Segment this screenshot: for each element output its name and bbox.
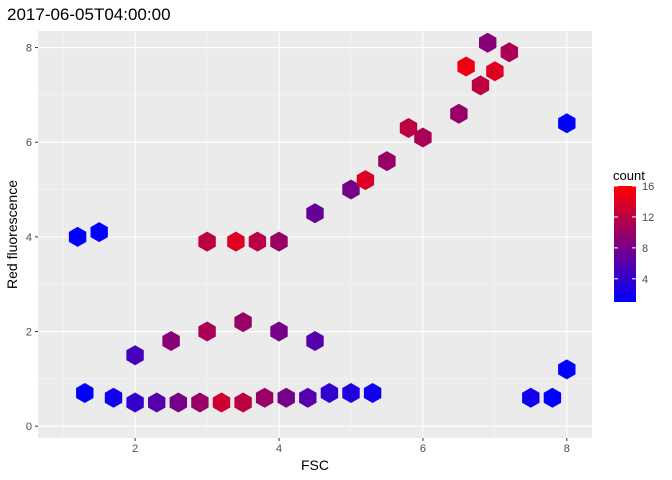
hex-bin <box>356 170 375 191</box>
x-axis-label: FSC <box>301 457 329 473</box>
hex-bin <box>378 151 396 172</box>
hex-bin <box>320 383 339 403</box>
legend-tick-label: 4 <box>642 274 648 286</box>
hex-bin <box>414 127 432 148</box>
hex-bin <box>558 113 576 134</box>
hex-bin <box>399 118 418 138</box>
hex-bin <box>363 383 382 403</box>
hex-bin <box>76 383 94 403</box>
hex-bin <box>198 231 216 252</box>
legend-ticks: 4 8 12 16 <box>614 181 654 286</box>
hex-bin <box>270 231 288 252</box>
hex-bin <box>277 387 295 408</box>
x-axis-ticks: 2 4 6 8 <box>132 438 570 455</box>
hex-bin <box>162 331 180 351</box>
legend-tick-label: 12 <box>642 212 654 224</box>
hex-bin <box>500 42 518 63</box>
y-tick-label: 6 <box>26 137 32 149</box>
hex-bin <box>198 321 216 342</box>
hex-bin <box>90 222 108 243</box>
legend-color-bar <box>614 186 636 302</box>
y-tick-label: 8 <box>26 43 32 55</box>
hex-bin <box>450 103 468 124</box>
hex-bin <box>299 387 317 408</box>
y-axis-label: Red fluorescence <box>4 180 20 289</box>
x-tick-label: 8 <box>564 443 570 455</box>
legend-tick-label: 16 <box>642 181 654 193</box>
hex-bin <box>306 203 324 224</box>
legend-tick-label: 8 <box>642 243 648 255</box>
x-tick-label: 2 <box>132 443 138 455</box>
x-tick-label: 6 <box>420 443 426 455</box>
hex-bin <box>234 312 252 333</box>
hex-bin <box>558 359 576 380</box>
hex-bin <box>68 226 87 247</box>
hex-bin <box>148 392 166 413</box>
hex-bin <box>457 56 475 77</box>
hex-bin <box>486 61 504 82</box>
y-tick-label: 2 <box>26 327 32 339</box>
hex-bin <box>270 321 288 342</box>
hex-bin <box>471 75 490 96</box>
hex-bin <box>306 331 324 351</box>
plot-panel <box>38 31 592 438</box>
chart-title: 2017-06-05T04:00:00 <box>7 5 171 24</box>
hex-bin <box>227 231 245 252</box>
hex-bin <box>342 179 360 200</box>
hex-bin <box>191 392 209 413</box>
hex-bin <box>479 32 497 53</box>
hex-bin <box>212 392 231 413</box>
hex-bin <box>342 383 360 403</box>
hex-bin <box>522 387 540 408</box>
hexbin-cells <box>68 32 576 413</box>
legend-title: count <box>613 168 645 183</box>
legend: count 4 8 12 16 <box>613 168 654 302</box>
x-tick-label: 4 <box>276 443 282 455</box>
y-axis-ticks: 0 2 4 6 8 <box>26 43 38 433</box>
hex-bin <box>126 392 144 413</box>
hex-bin <box>234 392 252 413</box>
hex-bin <box>104 387 123 408</box>
hex-bin <box>543 387 562 408</box>
y-tick-label: 4 <box>26 232 32 244</box>
hex-bin <box>255 387 274 408</box>
hex-bin <box>169 392 187 413</box>
y-tick-label: 0 <box>26 421 32 433</box>
hex-bin <box>248 231 267 252</box>
hex-bin <box>126 345 144 366</box>
